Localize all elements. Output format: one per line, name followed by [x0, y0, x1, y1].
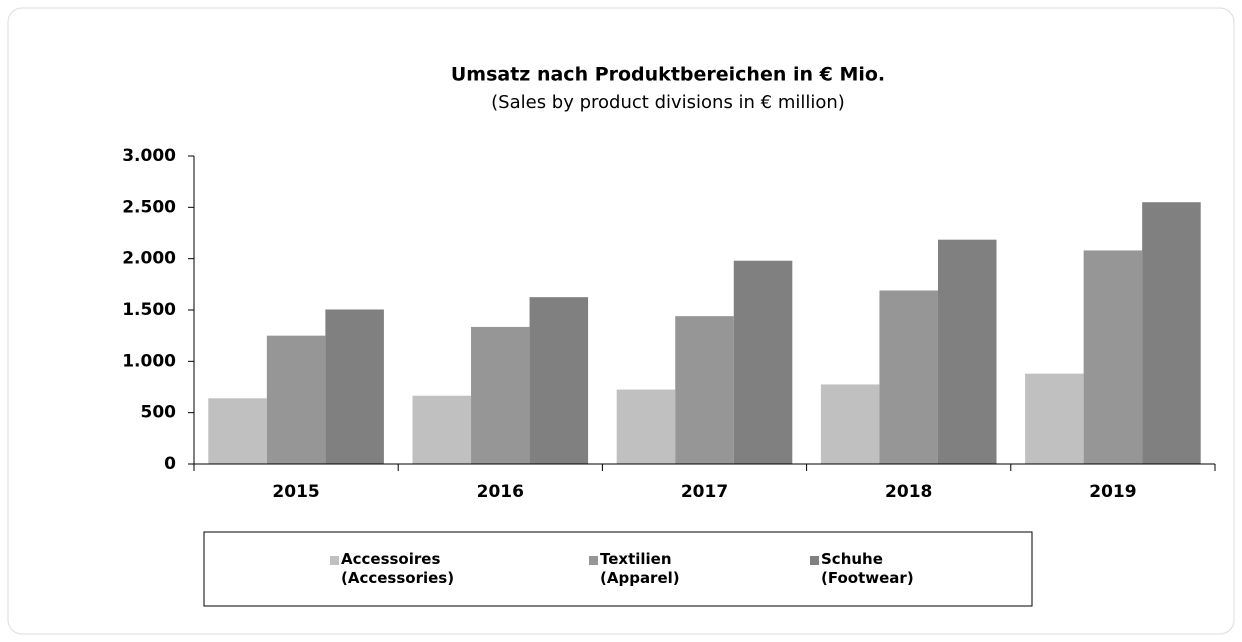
chart-title: Umsatz nach Produktbereichen in € Mio.	[451, 64, 885, 86]
x-tick-label: 2018	[885, 482, 932, 502]
bar	[412, 395, 472, 464]
bar	[675, 316, 734, 464]
x-tick-label: 2016	[477, 482, 524, 502]
bar	[1025, 373, 1084, 464]
y-tick-label: 1.500	[122, 300, 176, 320]
legend-swatch	[589, 556, 598, 565]
legend-swatch	[330, 556, 339, 565]
x-tick-label: 2017	[681, 482, 728, 502]
y-tick-label: 500	[141, 403, 177, 423]
y-tick-label: 1.000	[122, 351, 176, 371]
bar	[1142, 202, 1201, 464]
bar	[325, 309, 384, 464]
x-tick-label: 2015	[272, 482, 319, 502]
legend-label: Schuhe (Footwear)	[821, 550, 914, 587]
chart-subtitle: (Sales by product divisions in € million…	[491, 92, 845, 113]
bar	[616, 389, 676, 464]
bar	[879, 290, 938, 464]
legend-label: Textilien (Apparel)	[600, 550, 680, 587]
y-tick-label: 3.000	[122, 146, 176, 166]
bar	[266, 335, 326, 464]
bar	[529, 297, 589, 464]
bar	[471, 326, 530, 464]
bar	[820, 384, 880, 464]
y-tick-label: 0	[164, 454, 176, 474]
x-tick-label: 2019	[1089, 482, 1136, 502]
bar	[208, 398, 267, 464]
y-tick-label: 2.000	[122, 249, 176, 269]
bar	[733, 260, 793, 464]
legend-label: Accessoires (Accessories)	[341, 550, 455, 587]
bar	[1083, 250, 1143, 464]
y-tick-label: 2.500	[122, 197, 176, 217]
card	[7, 7, 1235, 635]
legend-swatch	[810, 556, 819, 565]
legend-box	[203, 531, 1033, 607]
bar	[937, 239, 997, 464]
